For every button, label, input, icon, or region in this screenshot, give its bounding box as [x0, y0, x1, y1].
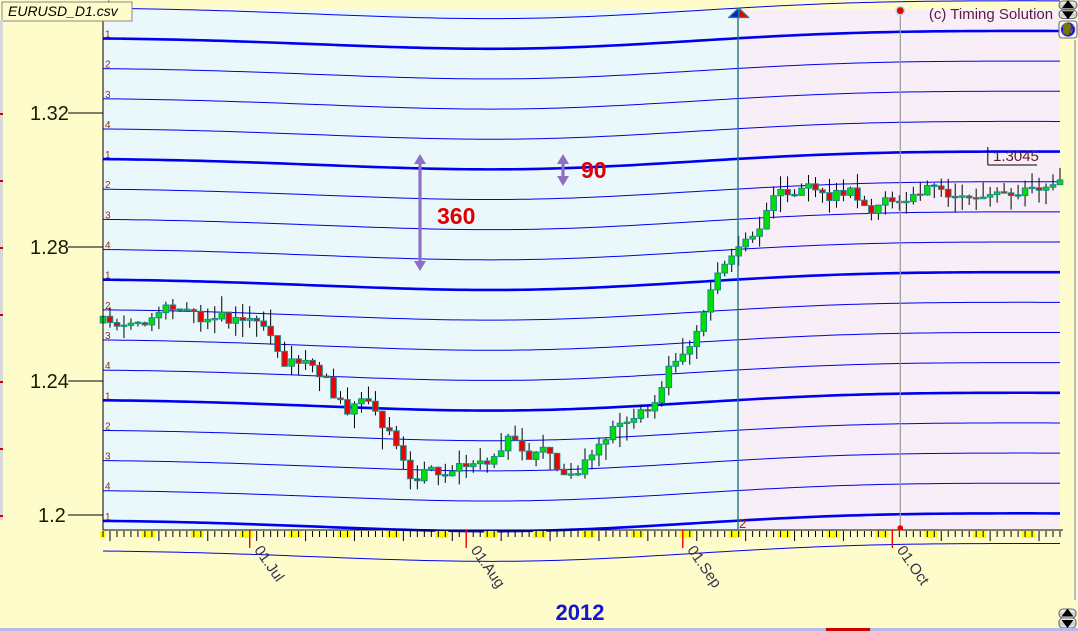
svg-text:4: 4 — [105, 482, 111, 493]
svg-text:1: 1 — [105, 30, 111, 41]
svg-text:1.32: 1.32 — [30, 103, 69, 125]
svg-text:3: 3 — [105, 90, 111, 101]
svg-text:3: 3 — [105, 210, 111, 221]
svg-text:90: 90 — [581, 157, 607, 183]
svg-text:2012: 2012 — [556, 600, 605, 625]
svg-text:2: 2 — [739, 516, 746, 531]
svg-text:4: 4 — [105, 241, 111, 252]
svg-text:360: 360 — [437, 203, 475, 229]
svg-text:EURUSD_D1.csv: EURUSD_D1.csv — [8, 3, 119, 19]
svg-text:1.3045: 1.3045 — [993, 148, 1039, 165]
svg-text:3: 3 — [105, 452, 111, 463]
svg-text:1: 1 — [105, 391, 111, 402]
svg-text:1: 1 — [105, 271, 111, 282]
svg-text:4: 4 — [105, 120, 111, 131]
svg-text:2: 2 — [105, 421, 111, 432]
svg-text:1: 1 — [105, 150, 111, 161]
svg-text:4: 4 — [105, 361, 111, 372]
svg-text:1.2: 1.2 — [38, 505, 66, 527]
svg-text:3: 3 — [105, 331, 111, 342]
svg-text:1.28: 1.28 — [30, 237, 69, 259]
svg-text:(c) Timing Solution: (c) Timing Solution — [929, 6, 1053, 23]
svg-text:1.24: 1.24 — [30, 371, 69, 393]
svg-text:2: 2 — [105, 60, 111, 71]
svg-text:1: 1 — [105, 512, 111, 523]
svg-text:2: 2 — [105, 180, 111, 191]
